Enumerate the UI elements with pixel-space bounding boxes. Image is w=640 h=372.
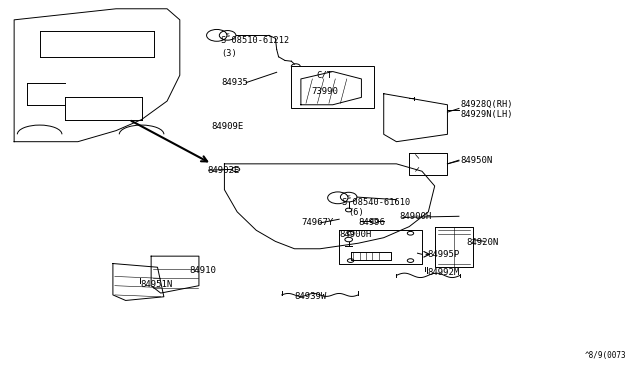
Text: 84996: 84996 (358, 218, 385, 227)
Text: S 08540-61610: S 08540-61610 (342, 198, 410, 207)
Text: (3): (3) (221, 49, 237, 58)
FancyBboxPatch shape (291, 66, 374, 109)
Text: 84900H: 84900H (399, 212, 432, 221)
Text: 84939W: 84939W (294, 292, 327, 301)
Text: 84992M: 84992M (427, 267, 460, 276)
Text: C/T: C/T (317, 71, 333, 80)
Text: ^8/9(0073: ^8/9(0073 (584, 351, 626, 360)
Text: 84928Q(RH): 84928Q(RH) (460, 100, 513, 109)
Text: 84910: 84910 (189, 266, 216, 275)
Text: (6): (6) (349, 208, 364, 217)
Text: S: S (226, 33, 230, 38)
Text: 84950N: 84950N (460, 155, 492, 165)
Text: 73990: 73990 (312, 87, 339, 96)
Text: 84909E: 84909E (212, 122, 244, 131)
Text: 84951N: 84951N (140, 280, 173, 289)
Text: 74967Y: 74967Y (301, 218, 333, 227)
Text: 84900H: 84900H (339, 230, 371, 239)
Text: 84902E: 84902E (207, 166, 239, 174)
Text: 84920N: 84920N (467, 238, 499, 247)
Text: 84929N(LH): 84929N(LH) (460, 109, 513, 119)
Text: 84995P: 84995P (427, 250, 460, 259)
Text: S: S (347, 195, 351, 199)
Text: S 08510-61212: S 08510-61212 (221, 36, 289, 45)
Text: 84935: 84935 (221, 78, 248, 87)
